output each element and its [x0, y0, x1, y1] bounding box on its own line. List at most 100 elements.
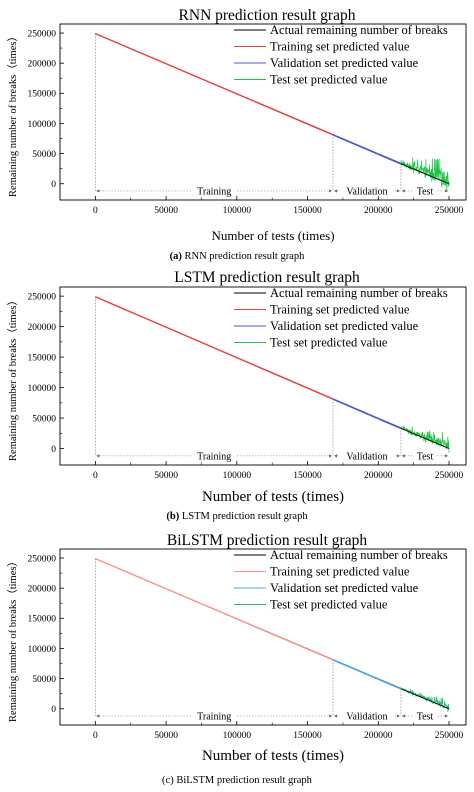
series-test [400, 157, 450, 192]
arrow-head [445, 714, 449, 718]
plot-frame [59, 286, 467, 466]
arrow-head [401, 454, 405, 458]
segment-label: Validation [346, 451, 387, 462]
y-tick-label: 250000 [28, 292, 57, 302]
x-axis-label: Number of tests (times) [211, 228, 334, 243]
x-tick-label: 200000 [364, 471, 393, 481]
chart-title: BiLSTM prediction result graph [167, 532, 367, 549]
arrow-head [401, 189, 405, 193]
y-tick-label: 150000 [28, 353, 57, 363]
x-tick-label: 0 [93, 471, 98, 481]
arrow-head [329, 714, 333, 718]
plot-frame [59, 548, 467, 726]
legend-entry: Test set predicted value [270, 73, 388, 87]
legend-entry: Validation set predicted value [270, 56, 419, 70]
legend-entry: Actual remaining number of breaks [270, 548, 448, 562]
series-training [95, 296, 334, 400]
arrow-head [334, 714, 338, 718]
chart-title: RNN prediction result graph [179, 7, 356, 24]
x-axis-label: Number of tests (times) [202, 489, 344, 505]
y-tick-label: 150000 [28, 90, 57, 100]
segment-label: Training [197, 451, 231, 462]
x-tick-label: 50000 [154, 731, 178, 741]
arrow-head [396, 454, 400, 458]
x-tick-label: 150000 [293, 731, 322, 741]
figure-caption: (b) LSTM prediction result graph [166, 511, 308, 522]
x-tick-label: 0 [93, 206, 98, 216]
arrow-head [329, 189, 333, 193]
figure-caption: (c) BiLSTM prediction result graph [162, 775, 313, 786]
segment-label: Training [197, 711, 231, 722]
legend-entry: Validation set predicted value [270, 581, 419, 595]
y-axis-label: Remaining number of breaks（times） [7, 31, 19, 197]
arrow-head [96, 189, 100, 193]
segment-label: Validation [346, 711, 387, 722]
y-tick-label: 50000 [32, 414, 56, 424]
x-tick-label: 250000 [435, 471, 464, 481]
x-tick-label: 200000 [364, 731, 393, 741]
arrow-head [329, 454, 333, 458]
arrow-head [445, 454, 449, 458]
x-tick-label: 250000 [435, 731, 464, 741]
segment-label: Test [417, 451, 434, 462]
caption-text: RNN prediction result graph [182, 251, 305, 262]
legend-entry: Test set predicted value [270, 336, 388, 350]
y-tick-label: 200000 [28, 584, 57, 594]
figure-caption: (a) RNN prediction result graph [170, 251, 305, 262]
arrow-head [96, 454, 100, 458]
y-tick-label: 50000 [32, 150, 56, 160]
chart-panel-0: RNN prediction result graph 0 50000 100000 1… [7, 7, 467, 262]
x-tick-label: 250000 [435, 206, 464, 216]
x-tick-label: 100000 [223, 471, 252, 481]
series-validation [332, 659, 402, 690]
arrow-head [334, 189, 338, 193]
plot-frame [59, 23, 467, 201]
arrow-head [96, 714, 100, 718]
y-tick-label: 100000 [28, 384, 57, 394]
y-tick-label: 0 [51, 705, 56, 715]
series-actual-overlay [400, 163, 450, 185]
chart-panel-1: LSTM prediction result graph 0 50000 100000… [7, 269, 467, 522]
x-tick-label: 100000 [223, 206, 252, 216]
legend-entry: Test set predicted value [270, 598, 388, 612]
y-tick-label: 200000 [28, 323, 57, 333]
series-actual-overlay [400, 428, 450, 449]
y-tick-label: 250000 [28, 29, 57, 39]
caption-letter: (a) [170, 251, 183, 262]
y-tick-label: 100000 [28, 120, 57, 130]
chart-title: LSTM prediction result graph [174, 269, 360, 286]
series-test [400, 425, 450, 453]
segment-label: Test [417, 186, 434, 197]
x-tick-label: 50000 [154, 206, 178, 216]
series-training [95, 32, 334, 136]
y-tick-label: 50000 [32, 675, 56, 685]
y-tick-label: 0 [51, 445, 56, 455]
y-tick-label: 150000 [28, 615, 57, 625]
y-axis-label: Remaining number of breaks（times） [7, 556, 19, 722]
x-tick-label: 150000 [293, 471, 322, 481]
legend-entry: Training set predicted value [270, 565, 410, 579]
y-tick-label: 0 [51, 180, 56, 190]
series-test [400, 687, 450, 712]
x-tick-label: 200000 [364, 206, 393, 216]
segment-label: Test [417, 711, 434, 722]
legend-entry: Actual remaining number of breaks [270, 23, 448, 37]
y-axis-label: Remaining number of breaks（times） [7, 295, 19, 461]
x-axis-label: Number of tests (times) [202, 748, 344, 764]
series-validation [332, 134, 402, 165]
x-tick-label: 0 [93, 731, 98, 741]
legend-entry: Validation set predicted value [270, 319, 419, 333]
y-tick-label: 100000 [28, 645, 57, 655]
x-tick-label: 150000 [293, 206, 322, 216]
chart-panel-2: BiLSTM prediction result graph 0 50000 1000… [7, 532, 467, 786]
arrow-head [396, 189, 400, 193]
y-tick-label: 200000 [28, 59, 57, 69]
arrow-head [334, 454, 338, 458]
series-training [95, 557, 334, 661]
caption-letter: (b) [166, 511, 179, 522]
series-validation [332, 398, 402, 430]
arrow-head [401, 714, 405, 718]
arrow-head [396, 714, 400, 718]
legend-entry: Training set predicted value [270, 40, 410, 54]
